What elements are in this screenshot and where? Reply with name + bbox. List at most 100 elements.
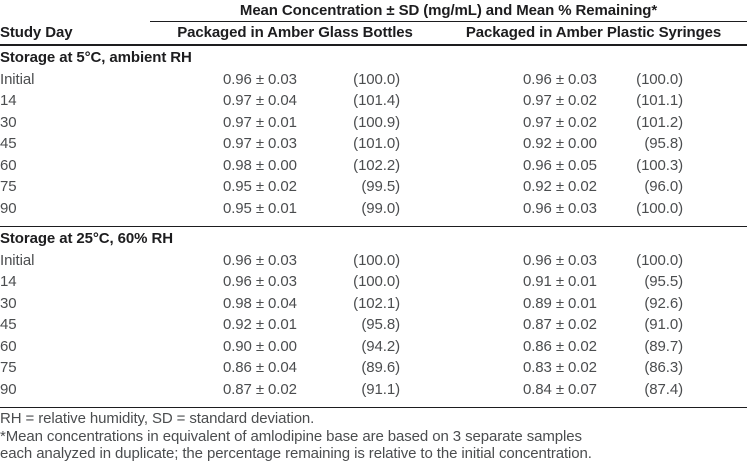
plastic-syringes-cell: 0.86 ± 0.02 (89.7): [440, 336, 747, 358]
glass-value-pair: 0.98 ± 0.04 (102.1): [223, 293, 400, 315]
glass-value-pair: 0.96 ± 0.03 (100.0): [223, 250, 400, 272]
glass-percent-remaining: (91.1): [361, 380, 400, 398]
syringe-percent-remaining: (100.0): [636, 251, 683, 269]
table-row: 14 0.97 ± 0.04 (101.4) 0.97 ± 0.02 (101.…: [0, 90, 747, 112]
study-day-cell: 75: [0, 178, 17, 195]
plastic-syringes-cell: 0.91 ± 0.01 (95.5): [440, 271, 747, 293]
syringe-concentration: 0.96 ± 0.03: [523, 70, 597, 88]
plastic-syringes-cell: 0.89 ± 0.01 (92.6): [440, 293, 747, 315]
plastic-syringes-cell: 0.96 ± 0.03 (100.0): [440, 250, 747, 272]
study-day-cell: 90: [0, 199, 17, 217]
syringe-value-pair: 0.96 ± 0.03 (100.0): [523, 250, 683, 272]
glass-bottles-cell: 0.86 ± 0.04 (89.6): [150, 357, 440, 379]
footnote-top-rule: [0, 407, 747, 408]
glass-concentration: 0.98 ± 0.00: [223, 156, 297, 174]
table-span-header: Mean Concentration ± SD (mg/mL) and Mean…: [150, 0, 747, 22]
syringe-percent-remaining: (92.6): [644, 294, 683, 312]
glass-value-pair: 0.97 ± 0.01 (100.9): [223, 112, 400, 134]
syringe-value-pair: 0.96 ± 0.03 (100.0): [523, 69, 683, 91]
glass-bottles-cell: 0.97 ± 0.03 (101.0): [150, 133, 440, 155]
footnote-abbreviations: RH = relative humidity, SD = standard de…: [0, 410, 315, 427]
glass-value-pair: 0.87 ± 0.02 (91.1): [223, 379, 400, 401]
study-day-cell: 30: [0, 113, 17, 131]
syringe-percent-remaining: (95.8): [644, 135, 683, 152]
table-row: 60 0.98 ± 0.00 (102.2) 0.96 ± 0.05 (100.…: [0, 155, 747, 177]
glass-percent-remaining: (95.8): [361, 316, 400, 333]
glass-bottles-cell: 0.90 ± 0.00 (94.2): [150, 336, 440, 358]
study-day-cell: 90: [0, 380, 17, 398]
table-section: Storage at 25°C, 60% RH Initial 0.96 ± 0…: [0, 226, 747, 407]
glass-value-pair: 0.90 ± 0.00 (94.2): [223, 336, 400, 358]
syringe-concentration: 0.96 ± 0.03: [523, 199, 597, 217]
syringe-value-pair: 0.91 ± 0.01 (95.5): [523, 271, 683, 293]
syringe-percent-remaining: (96.0): [644, 178, 683, 195]
study-day-cell: 60: [0, 156, 17, 174]
glass-value-pair: 0.97 ± 0.04 (101.4): [223, 90, 400, 112]
table-row: 90 0.95 ± 0.01 (99.0) 0.96 ± 0.03 (100.0…: [0, 198, 747, 220]
syringe-value-pair: 0.96 ± 0.05 (100.3): [523, 155, 683, 177]
glass-value-pair: 0.92 ± 0.01 (95.8): [223, 314, 400, 336]
glass-percent-remaining: (89.6): [361, 359, 400, 376]
syringe-value-pair: 0.97 ± 0.02 (101.2): [523, 112, 683, 134]
syringe-value-pair: 0.83 ± 0.02 (86.3): [523, 357, 683, 379]
glass-value-pair: 0.96 ± 0.03 (100.0): [223, 271, 400, 293]
column-header-study-day: Study Day: [0, 24, 73, 41]
syringe-concentration: 0.87 ± 0.02: [523, 316, 597, 333]
study-day-cell: 75: [0, 359, 17, 376]
glass-percent-remaining: (99.0): [361, 199, 400, 217]
glass-concentration: 0.86 ± 0.04: [223, 359, 297, 376]
syringe-percent-remaining: (95.5): [644, 273, 683, 290]
column-header-glass-bottles: Packaged in Amber Glass Bottles: [177, 24, 413, 41]
table-row: 30 0.98 ± 0.04 (102.1) 0.89 ± 0.01 (92.6…: [0, 293, 747, 315]
plastic-syringes-cell: 0.84 ± 0.07 (87.4): [440, 379, 747, 401]
glass-concentration: 0.97 ± 0.03: [223, 135, 297, 152]
glass-bottles-cell: 0.95 ± 0.02 (99.5): [150, 176, 440, 198]
syringe-value-pair: 0.84 ± 0.07 (87.4): [523, 379, 683, 401]
syringe-concentration: 0.92 ± 0.02: [523, 178, 597, 195]
glass-percent-remaining: (99.5): [361, 178, 400, 195]
syringe-percent-remaining: (89.7): [644, 337, 683, 355]
syringe-concentration: 0.97 ± 0.02: [523, 113, 597, 131]
table-row: 75 0.86 ± 0.04 (89.6) 0.83 ± 0.02 (86.3): [0, 357, 747, 379]
glass-percent-remaining: (100.0): [353, 70, 400, 88]
table-row: 60 0.90 ± 0.00 (94.2) 0.86 ± 0.02 (89.7): [0, 336, 747, 358]
study-day-cell: Initial: [0, 251, 35, 269]
glass-bottles-cell: 0.95 ± 0.01 (99.0): [150, 198, 440, 220]
glass-percent-remaining: (101.0): [353, 135, 400, 152]
syringe-concentration: 0.86 ± 0.02: [523, 337, 597, 355]
plastic-syringes-cell: 0.97 ± 0.02 (101.1): [440, 90, 747, 112]
footnote-asterisk-line1: *Mean concentrations in equivalent of am…: [0, 427, 582, 445]
glass-bottles-cell: 0.98 ± 0.04 (102.1): [150, 293, 440, 315]
table-row: 75 0.95 ± 0.02 (99.5) 0.92 ± 0.02 (96.0): [0, 176, 747, 198]
glass-bottles-cell: 0.96 ± 0.03 (100.0): [150, 250, 440, 272]
syringe-percent-remaining: (87.4): [644, 380, 683, 398]
glass-concentration: 0.87 ± 0.02: [223, 380, 297, 398]
study-day-cell: 30: [0, 294, 17, 312]
glass-percent-remaining: (101.4): [353, 92, 400, 109]
table-row: 90 0.87 ± 0.02 (91.1) 0.84 ± 0.07 (87.4): [0, 379, 747, 401]
plastic-syringes-cell: 0.96 ± 0.03 (100.0): [440, 69, 747, 91]
syringe-concentration: 0.84 ± 0.07: [523, 380, 597, 398]
table-row: Initial 0.96 ± 0.03 (100.0) 0.96 ± 0.03 …: [0, 250, 747, 272]
syringe-value-pair: 0.96 ± 0.03 (100.0): [523, 198, 683, 220]
study-day-cell: 14: [0, 273, 17, 290]
header-bottom-rule: [0, 44, 747, 46]
syringe-percent-remaining: (100.0): [636, 70, 683, 88]
section-rows: Initial 0.96 ± 0.03 (100.0) 0.96 ± 0.03 …: [0, 250, 747, 408]
glass-percent-remaining: (100.0): [353, 251, 400, 269]
study-day-cell: Initial: [0, 70, 35, 88]
syringe-concentration: 0.83 ± 0.02: [523, 359, 597, 376]
glass-percent-remaining: (102.1): [353, 294, 400, 312]
syringe-concentration: 0.96 ± 0.03: [523, 251, 597, 269]
glass-concentration: 0.97 ± 0.04: [223, 92, 297, 109]
glass-concentration: 0.95 ± 0.02: [223, 178, 297, 195]
study-day-cell: 14: [0, 92, 17, 109]
plastic-syringes-cell: 0.87 ± 0.02 (91.0): [440, 314, 747, 336]
glass-value-pair: 0.95 ± 0.02 (99.5): [223, 176, 400, 198]
glass-bottles-cell: 0.96 ± 0.03 (100.0): [150, 271, 440, 293]
glass-bottles-cell: 0.97 ± 0.04 (101.4): [150, 90, 440, 112]
section-title: Storage at 25°C, 60% RH: [0, 230, 173, 247]
table-row: 30 0.97 ± 0.01 (100.9) 0.97 ± 0.02 (101.…: [0, 112, 747, 134]
glass-bottles-cell: 0.96 ± 0.03 (100.0): [150, 69, 440, 91]
